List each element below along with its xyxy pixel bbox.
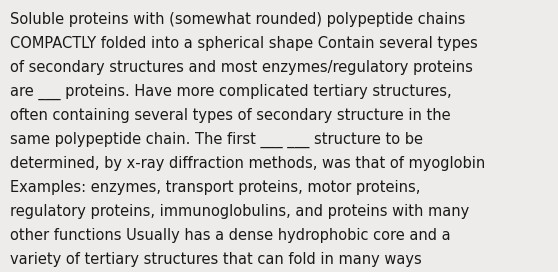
Text: regulatory proteins, immunoglobulins, and proteins with many: regulatory proteins, immunoglobulins, an…: [10, 204, 469, 219]
Text: often containing several types of secondary structure in the: often containing several types of second…: [10, 108, 451, 123]
Text: same polypeptide chain. The first ___ ___ structure to be: same polypeptide chain. The first ___ __…: [10, 132, 423, 148]
Text: COMPACTLY folded into a spherical shape Contain several types: COMPACTLY folded into a spherical shape …: [10, 36, 478, 51]
Text: are ___ proteins. Have more complicated tertiary structures,: are ___ proteins. Have more complicated …: [10, 84, 451, 100]
Text: Examples: enzymes, transport proteins, motor proteins,: Examples: enzymes, transport proteins, m…: [10, 180, 420, 195]
Text: determined, by x-ray diffraction methods, was that of myoglobin: determined, by x-ray diffraction methods…: [10, 156, 485, 171]
Text: Soluble proteins with (somewhat rounded) polypeptide chains: Soluble proteins with (somewhat rounded)…: [10, 12, 465, 27]
Text: other functions Usually has a dense hydrophobic core and a: other functions Usually has a dense hydr…: [10, 228, 451, 243]
Text: of secondary structures and most enzymes/regulatory proteins: of secondary structures and most enzymes…: [10, 60, 473, 75]
Text: variety of tertiary structures that can fold in many ways: variety of tertiary structures that can …: [10, 252, 422, 267]
